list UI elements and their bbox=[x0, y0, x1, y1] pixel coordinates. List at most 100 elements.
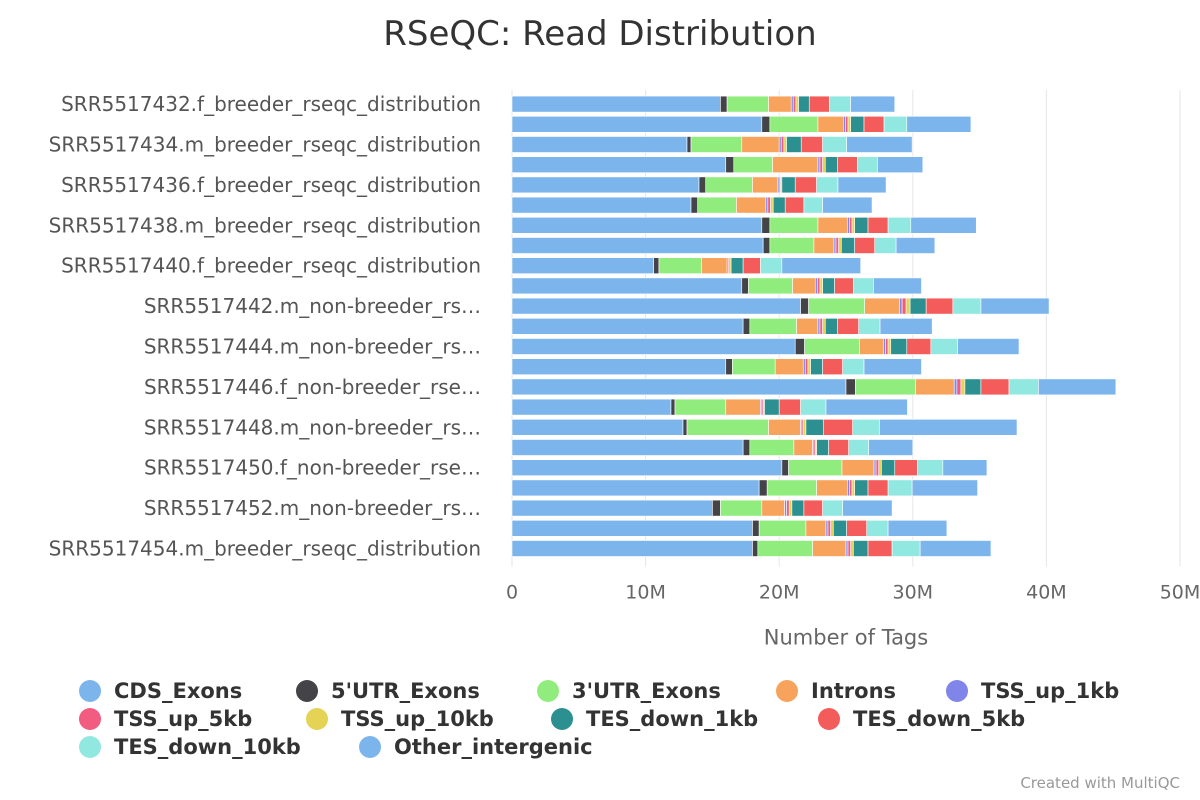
bar-segment bbox=[917, 459, 944, 477]
bar-segment bbox=[798, 95, 810, 113]
bar-segment bbox=[761, 217, 771, 234]
bar-segment bbox=[761, 499, 785, 517]
bar-segment bbox=[725, 398, 761, 416]
legend-marker bbox=[306, 708, 328, 730]
bar-segment bbox=[858, 317, 881, 335]
bar-segment bbox=[778, 398, 801, 416]
bar-segment bbox=[808, 297, 866, 315]
category-label: SRR5517454.m_breeder_rseqc_distribution bbox=[49, 537, 481, 561]
bar-segment bbox=[760, 257, 783, 275]
bar-segment bbox=[909, 297, 927, 315]
bar-segment bbox=[770, 196, 774, 214]
bar-segment bbox=[842, 358, 865, 376]
bar-segment bbox=[802, 418, 807, 436]
bar-segment bbox=[957, 338, 1020, 355]
category-label: SRR5517450.f_non-breeder_rse… bbox=[144, 456, 481, 480]
bar-segment bbox=[511, 95, 721, 113]
x-tick-label: 10M bbox=[625, 582, 666, 604]
bar-segment bbox=[791, 499, 805, 517]
bar-segment bbox=[812, 540, 847, 557]
bar-segment bbox=[822, 358, 843, 376]
bar-segment bbox=[822, 156, 826, 173]
bars-group bbox=[511, 95, 1117, 557]
bar-segment bbox=[819, 277, 823, 295]
bar-segment bbox=[767, 196, 771, 214]
bar-segment bbox=[658, 257, 703, 275]
bar-segment bbox=[879, 317, 933, 335]
bar-segment bbox=[816, 479, 848, 497]
bar-segment bbox=[732, 358, 776, 376]
legend-label: TSS_up_10kb bbox=[341, 707, 494, 731]
bar-segment bbox=[720, 95, 728, 113]
bar-segment bbox=[833, 237, 837, 254]
legend-label: Introns bbox=[811, 679, 896, 703]
bar-segment bbox=[850, 540, 854, 557]
bar-segment bbox=[810, 358, 823, 376]
bar-segment bbox=[511, 418, 684, 436]
bar-segment bbox=[511, 277, 743, 295]
bar-segment bbox=[803, 196, 823, 214]
legend-label: TSS_up_5kb bbox=[114, 707, 252, 731]
bar-segment bbox=[830, 519, 834, 537]
bar-segment bbox=[653, 257, 660, 275]
bar-segment bbox=[792, 95, 797, 113]
bar-segment bbox=[765, 196, 769, 214]
bar-segment bbox=[800, 398, 827, 416]
bar-segment bbox=[781, 459, 789, 477]
bar-segment bbox=[890, 338, 908, 355]
bar-segment bbox=[794, 176, 817, 194]
bar-segment bbox=[686, 418, 769, 436]
bar-segment bbox=[887, 217, 912, 234]
bar-segment bbox=[682, 418, 688, 436]
bar-segment bbox=[817, 317, 821, 335]
bar-segment bbox=[796, 317, 819, 335]
bar-segment bbox=[511, 176, 700, 194]
bar-segment bbox=[511, 297, 801, 315]
bar-segment bbox=[511, 136, 688, 153]
bar-segment bbox=[850, 116, 865, 133]
bar-segment bbox=[733, 156, 773, 173]
legend-label: 5'UTR_Exons bbox=[331, 679, 480, 703]
bar-segment bbox=[803, 499, 823, 517]
bar-segment bbox=[749, 439, 795, 456]
bar-segment bbox=[906, 116, 972, 133]
bar-segment bbox=[511, 378, 847, 396]
category-label: SRR5517448.m_non-breeder_rs… bbox=[144, 415, 481, 439]
bar-segment bbox=[769, 116, 819, 133]
bar-segment bbox=[511, 237, 764, 254]
legend-label: TES_down_5kb bbox=[853, 707, 1025, 731]
x-tick-label: 30M bbox=[893, 582, 934, 604]
bar-segment bbox=[804, 358, 809, 376]
bar-segment bbox=[881, 459, 896, 477]
bar-segment bbox=[725, 358, 733, 376]
bar-segment bbox=[885, 338, 889, 355]
bar-segment bbox=[742, 439, 751, 456]
bar-segment bbox=[837, 156, 858, 173]
bar-segment bbox=[741, 136, 780, 153]
bar-segment bbox=[800, 136, 823, 153]
bar-segment bbox=[841, 237, 855, 254]
bar-segment bbox=[854, 479, 869, 497]
bar-segment bbox=[864, 297, 900, 315]
bar-segment bbox=[795, 95, 799, 113]
bar-segment bbox=[793, 439, 813, 456]
bar-segment bbox=[697, 196, 737, 214]
bar-segment bbox=[816, 439, 829, 456]
bar-segment bbox=[805, 418, 824, 436]
bar-segment bbox=[813, 237, 835, 254]
bar-segment bbox=[847, 116, 851, 133]
bar-segment bbox=[942, 459, 988, 477]
bar-segment bbox=[720, 499, 763, 517]
bar-segment bbox=[1008, 378, 1039, 396]
bar-segment bbox=[764, 398, 780, 416]
bar-segment bbox=[766, 479, 817, 497]
bar-segment bbox=[953, 378, 958, 396]
bar-segment bbox=[857, 156, 878, 173]
bar-segment bbox=[930, 338, 958, 355]
bar-segment bbox=[742, 317, 751, 335]
bar-segment bbox=[848, 439, 870, 456]
bar-segment bbox=[736, 196, 767, 214]
bar-segment bbox=[758, 479, 768, 497]
bar-segment bbox=[1038, 378, 1117, 396]
